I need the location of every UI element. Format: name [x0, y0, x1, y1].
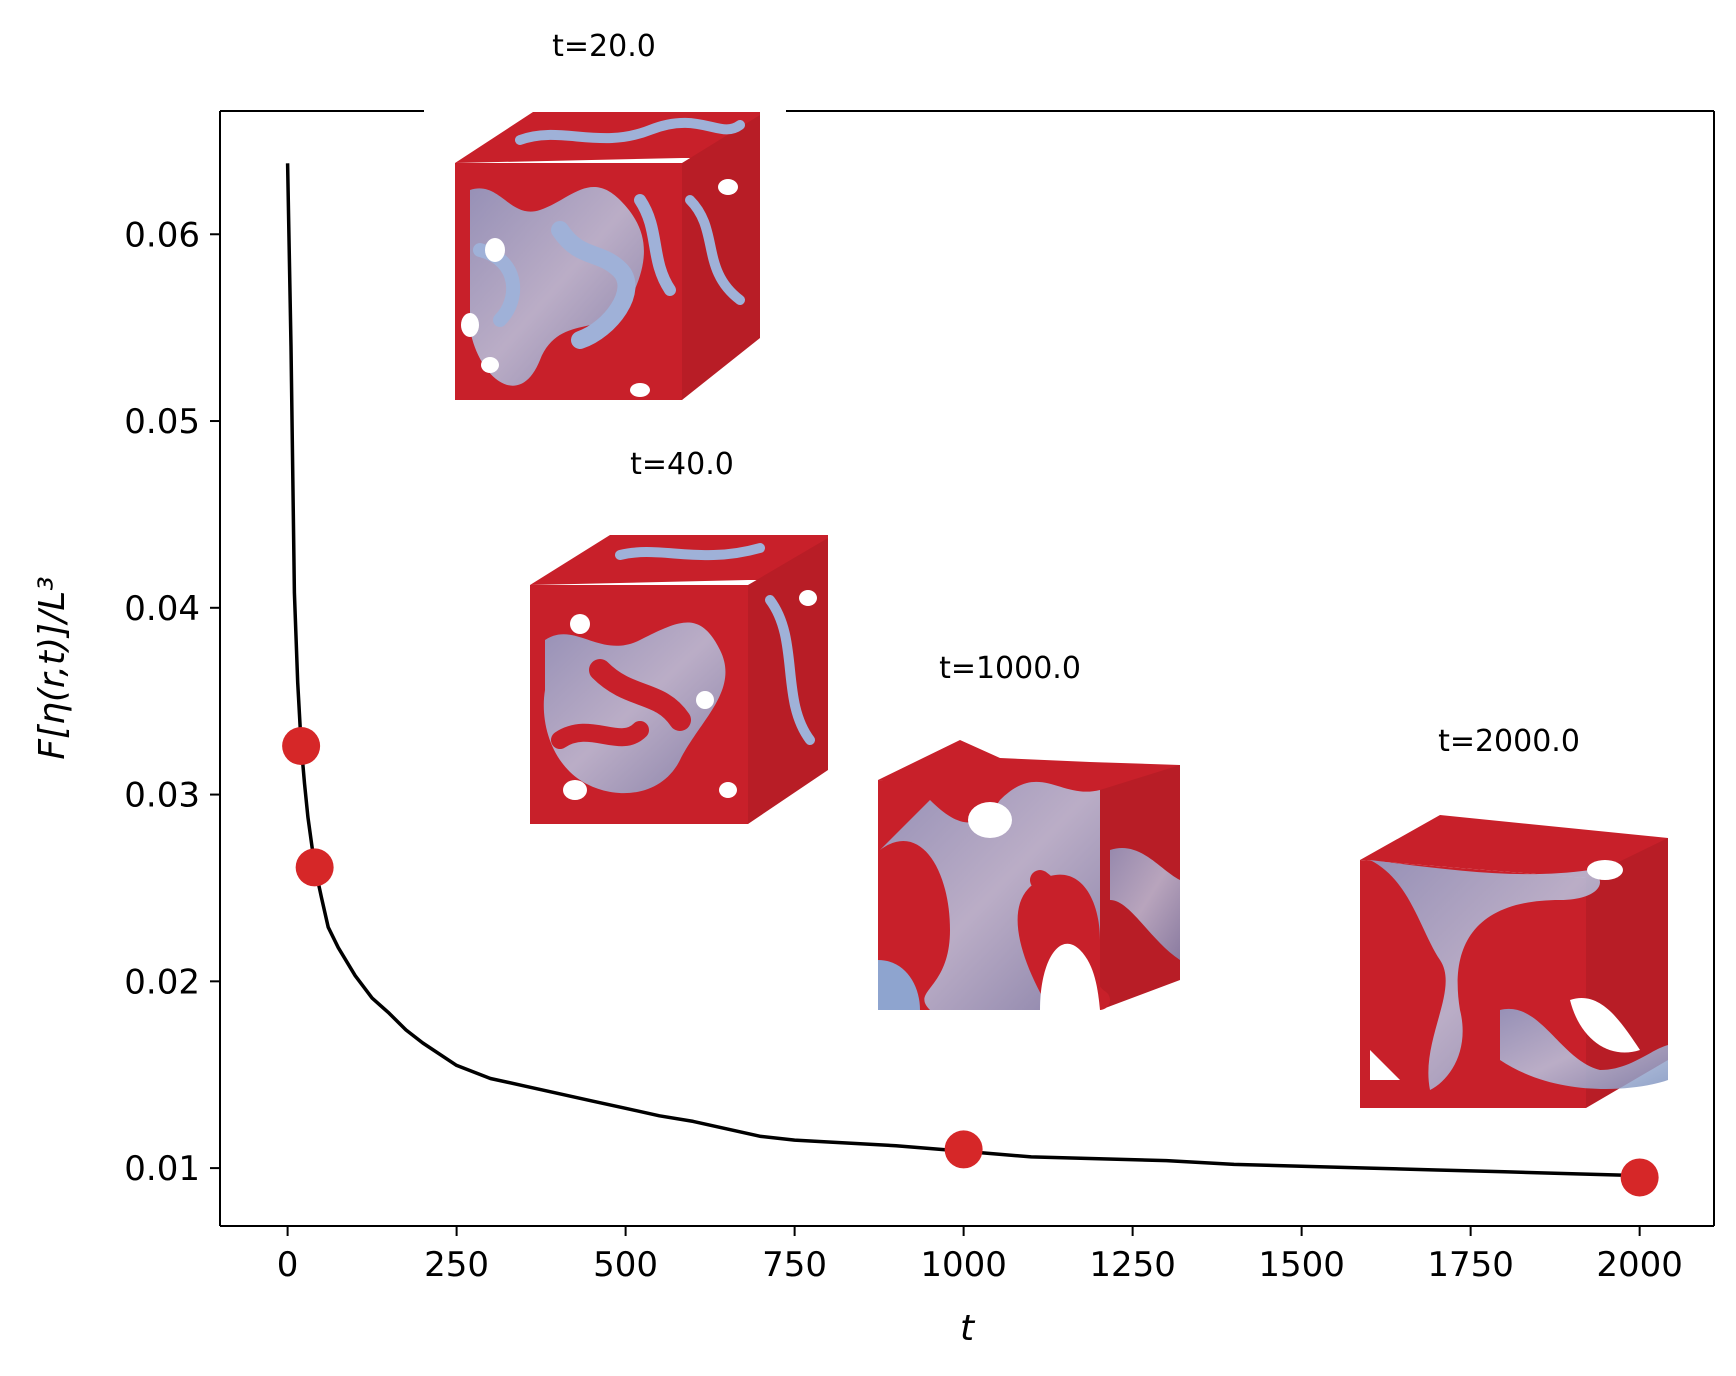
cube-t1000-image	[878, 740, 1180, 1010]
y-tick-label: 0.06	[124, 215, 200, 255]
inset-title-t40: t=40.0	[630, 447, 734, 482]
cube-t20-image	[455, 112, 760, 400]
y-tick-label: 0.02	[124, 962, 200, 1002]
y-axis-label: F[η(r,t)]/L³	[32, 576, 73, 759]
inset-t40: t=40.0	[530, 447, 828, 824]
x-tick-label: 250	[424, 1245, 489, 1285]
free-energy-curve	[285, 163, 1640, 1178]
snapshot-marker	[1620, 1158, 1659, 1197]
cube-t40-image	[530, 535, 828, 824]
snapshot-marker	[944, 1130, 983, 1169]
x-tick-label: 1500	[1258, 1245, 1345, 1285]
y-axis-ticks: 0.01 0.02 0.03 0.04 0.05 0.06	[124, 215, 220, 1189]
inset-t20: t=20.0	[424, 29, 786, 442]
axes-frame	[219, 110, 1715, 1227]
y-tick-label: 0.03	[124, 776, 200, 816]
x-tick-label: 1000	[920, 1245, 1007, 1285]
x-axis-label: t	[960, 1308, 976, 1349]
y-tick-label: 0.04	[124, 589, 200, 629]
y-tick-label: 0.01	[124, 1149, 200, 1189]
x-tick-label: 750	[762, 1245, 827, 1285]
x-tick-label: 1250	[1089, 1245, 1176, 1285]
inset-t2000: t=2000.0	[1360, 724, 1668, 1108]
x-tick-label: 2000	[1596, 1245, 1683, 1285]
inset-title-t2000: t=2000.0	[1438, 724, 1580, 759]
x-tick-label: 0	[277, 1245, 299, 1285]
inset-title-t20: t=20.0	[552, 29, 656, 64]
snapshot-marker	[295, 848, 334, 887]
cube-t2000-image	[1360, 815, 1668, 1108]
inset-title-t1000: t=1000.0	[939, 651, 1081, 686]
x-tick-label: 500	[593, 1245, 658, 1285]
x-tick-label: 1750	[1427, 1245, 1514, 1285]
y-tick-label: 0.05	[124, 402, 200, 442]
inset-t1000: t=1000.0	[878, 651, 1180, 1010]
snapshot-marker	[282, 727, 321, 766]
x-axis-ticks: 0 250 500 750 1000 1250 1500 1750 2000	[277, 1226, 1683, 1285]
